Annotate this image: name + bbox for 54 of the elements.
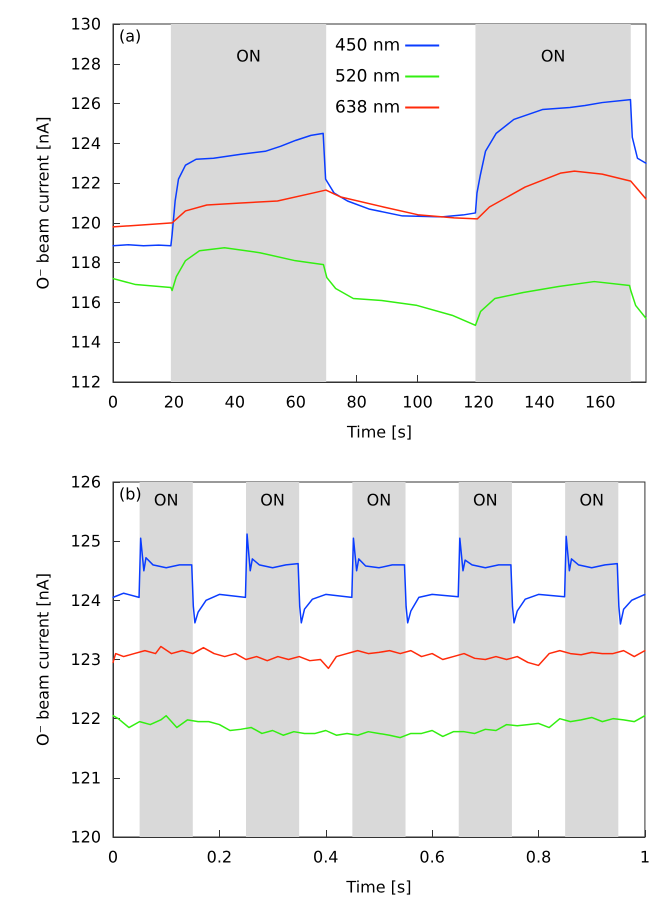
y-tick-label: 125 (70, 532, 101, 551)
x-tick-label: 140 (524, 392, 555, 412)
y-tick-label: 124 (70, 134, 101, 153)
x-tick-label: 160 (585, 392, 616, 412)
legend-label: 638 nm (335, 98, 400, 118)
x-tick-label: 60 (286, 392, 306, 412)
band-label: ON (579, 490, 604, 510)
line-series (112, 170, 647, 228)
y-tick-label: 122 (70, 174, 101, 193)
y-tick-label: 120 (70, 213, 101, 232)
y-tick-label: 116 (70, 292, 101, 312)
x-tick-label: 100 (402, 392, 433, 412)
x-axis-title: Time [s] (345, 878, 412, 896)
annotation: (a) (119, 26, 142, 46)
y-tick-label: 114 (70, 332, 101, 352)
y-axis-title: O⁻ beam current [nA] (34, 573, 52, 746)
y-tick-label: 124 (70, 590, 101, 610)
y-tick-label: 126 (70, 472, 101, 492)
x-tick-label: 1 (640, 848, 650, 866)
x-tick-label: 80 (346, 392, 367, 412)
y-tick-label: 128 (70, 54, 101, 74)
x-tick-label: 0 (108, 848, 118, 866)
y-tick-label: 121 (70, 768, 101, 788)
y-tick-label: 130 (70, 14, 101, 34)
band-label: ON (473, 490, 498, 510)
line-series (112, 533, 646, 625)
annotation: (b) (119, 484, 142, 504)
line-series (112, 247, 647, 326)
band-label: ON (236, 46, 261, 66)
band-label: ON (260, 490, 285, 510)
x-tick-label: 0 (108, 392, 118, 412)
y-tick-label: 120 (70, 828, 101, 846)
x-axis-title: Time [s] (346, 422, 412, 442)
line-series (112, 714, 646, 738)
x-tick-label: 0.6 (419, 848, 445, 866)
x-tick-label: 20 (164, 392, 184, 412)
legend-label: 520 nm (335, 66, 400, 86)
y-axis-title: O⁻ beam current [nA] (34, 116, 52, 290)
line-series (112, 98, 647, 247)
y-tick-label: 118 (70, 253, 101, 272)
x-tick-label: 40 (224, 392, 246, 412)
x-tick-label: 120 (463, 392, 494, 412)
line-series (112, 646, 646, 670)
y-tick-label: 112 (70, 372, 101, 392)
x-tick-label: 0.2 (206, 848, 232, 866)
y-tick-label: 126 (70, 94, 101, 114)
x-tick-label: 0.8 (526, 848, 552, 866)
y-tick-label: 122 (70, 709, 101, 728)
band-label: ON (366, 490, 392, 510)
x-tick-label: 0.4 (313, 848, 338, 866)
band-label: ON (540, 46, 566, 66)
y-tick-label: 123 (70, 650, 101, 669)
band-label: ON (154, 490, 178, 510)
legend-label: 450 nm (335, 36, 400, 56)
